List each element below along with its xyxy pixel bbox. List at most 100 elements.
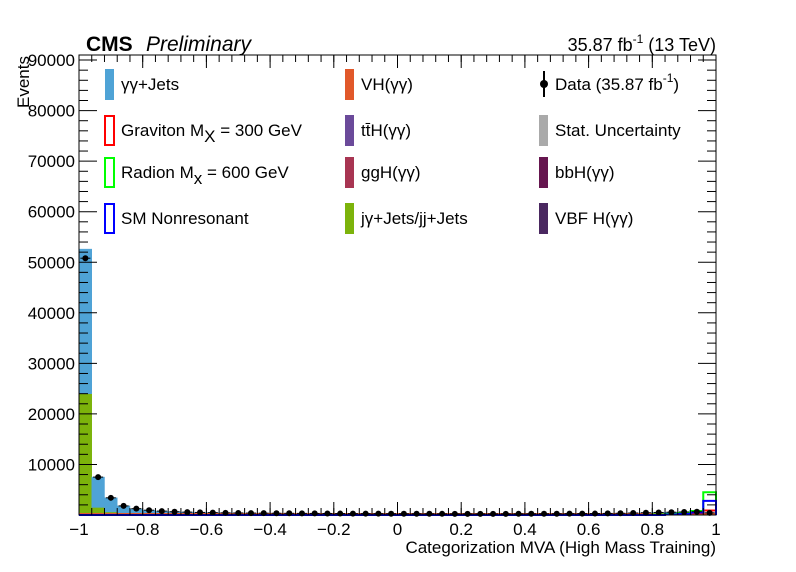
legend-label: VH(γγ) <box>361 75 413 94</box>
header: CMS Preliminary 35.87 fb-1 (13 TeV) <box>86 32 716 56</box>
legend-swatch-vh <box>345 69 354 100</box>
data-point <box>693 508 700 515</box>
legend-swatch-bbh <box>539 157 548 188</box>
lumi-label: 35.87 fb-1 (13 TeV) <box>568 32 716 55</box>
legend-label: Data (35.87 fb-1) <box>555 71 679 94</box>
x-tick-label: −0.4 <box>253 520 287 539</box>
data-point <box>324 510 331 517</box>
legend-label: Stat. Uncertainty <box>555 121 681 140</box>
plot-area <box>78 248 717 517</box>
y-tick-label: 90000 <box>28 51 75 70</box>
legend-swatch-vbf <box>539 203 548 234</box>
data-point <box>439 510 446 517</box>
y-axis-title: Events <box>14 56 33 108</box>
x-axis-title: Categorization MVA (High Mass Training) <box>405 538 716 557</box>
legend-swatch-sm_nonres <box>104 203 115 234</box>
legend-swatch-tth <box>345 115 354 146</box>
data-point <box>566 510 573 517</box>
y-tick-label: 50000 <box>28 253 75 272</box>
legend-label: tt̄H(γγ) <box>361 121 411 140</box>
data-point <box>222 509 229 516</box>
x-tick-label: 0.6 <box>577 520 601 539</box>
data-point <box>235 509 242 516</box>
data-point <box>681 508 688 515</box>
data-point <box>604 510 611 517</box>
energy-label: (13 TeV) <box>643 35 716 55</box>
y-tick-label: 80000 <box>28 102 75 121</box>
data-point <box>515 510 522 517</box>
y-tick-label: 40000 <box>28 304 75 323</box>
x-tick-label: −0.2 <box>317 520 351 539</box>
legend-label: Radion Mx = 600 GeV <box>121 163 289 188</box>
data-point <box>668 509 675 516</box>
x-tick-label: 0.2 <box>449 520 473 539</box>
data-point <box>120 502 127 509</box>
data-point <box>158 508 165 515</box>
legend-swatch-gg_jets <box>105 69 114 100</box>
lumi-exponent: -1 <box>633 32 644 46</box>
y-tick-label: 30000 <box>28 354 75 373</box>
legend-swatch-ggh <box>345 157 354 188</box>
data-point <box>388 510 395 517</box>
legend-marker <box>540 80 548 88</box>
data-point <box>184 509 191 516</box>
data-point <box>337 510 344 517</box>
data-point <box>362 510 369 517</box>
data-point <box>349 510 356 517</box>
bar-gg_jets <box>91 476 105 508</box>
axes: −1 −0.8 −0.6 −0.4 −0.2 0 0.2 0.4 0.6 0.8 1 10000 200… <box>28 51 721 539</box>
data-point <box>146 507 153 514</box>
y-tick-label: 70000 <box>28 152 75 171</box>
legend-swatch-radion <box>104 157 115 188</box>
x-tick-label: 1 <box>711 520 720 539</box>
x-tick-label: −0.6 <box>190 520 224 539</box>
x-tick-label: 0 <box>393 520 402 539</box>
y-tick-label: 20000 <box>28 405 75 424</box>
data-point <box>400 510 407 517</box>
data-point <box>553 510 560 517</box>
data-point <box>541 510 548 517</box>
data-point <box>95 474 102 481</box>
legend-swatch-stat_unc <box>539 115 548 146</box>
data-point <box>197 509 204 516</box>
data-point <box>413 510 420 517</box>
x-tick-label: −1 <box>69 520 88 539</box>
data-point <box>82 255 89 262</box>
legend-label: Graviton MX = 300 GeV <box>121 121 303 146</box>
data-point <box>706 509 713 516</box>
data-point <box>375 510 382 517</box>
data-point <box>171 508 178 515</box>
data-point <box>528 510 535 517</box>
data-point <box>133 505 140 512</box>
y-tick-label: 10000 <box>28 455 75 474</box>
x-tick-label: 0.8 <box>640 520 664 539</box>
x-tick-label: 0.4 <box>513 520 537 539</box>
x-tick-label: −0.8 <box>126 520 160 539</box>
experiment-label: CMS <box>86 33 133 56</box>
bar-gg_jets <box>78 248 92 394</box>
data-point <box>490 510 497 517</box>
legend-swatch-gj_jets <box>345 203 354 234</box>
data-point <box>655 509 662 516</box>
data-point <box>451 510 458 517</box>
legend-swatch-graviton <box>104 115 115 146</box>
data-point <box>426 510 433 517</box>
legend-label: SM Nonresonant <box>121 209 249 228</box>
legend-label: γγ+Jets <box>121 75 179 94</box>
y-tick-label: 60000 <box>28 203 75 222</box>
status-label: Preliminary <box>146 33 253 56</box>
data-point <box>107 494 114 501</box>
data-point <box>209 509 216 516</box>
legend-label: jγ+Jets/jj+Jets <box>360 209 468 228</box>
data-point <box>591 510 598 517</box>
data-point <box>477 510 484 517</box>
data-point <box>579 510 586 517</box>
legend-label: VBF H(γγ) <box>555 209 633 228</box>
data-point <box>311 510 318 517</box>
legend-label: ggH(γγ) <box>361 163 421 182</box>
data-point <box>464 510 471 517</box>
data-point <box>642 509 649 516</box>
lumi-value: 35.87 fb <box>568 35 633 55</box>
legend: γγ+Jets Graviton MX = 300 GeV Radion Mx = … <box>104 69 681 234</box>
legend-label: bbH(γγ) <box>555 163 615 182</box>
